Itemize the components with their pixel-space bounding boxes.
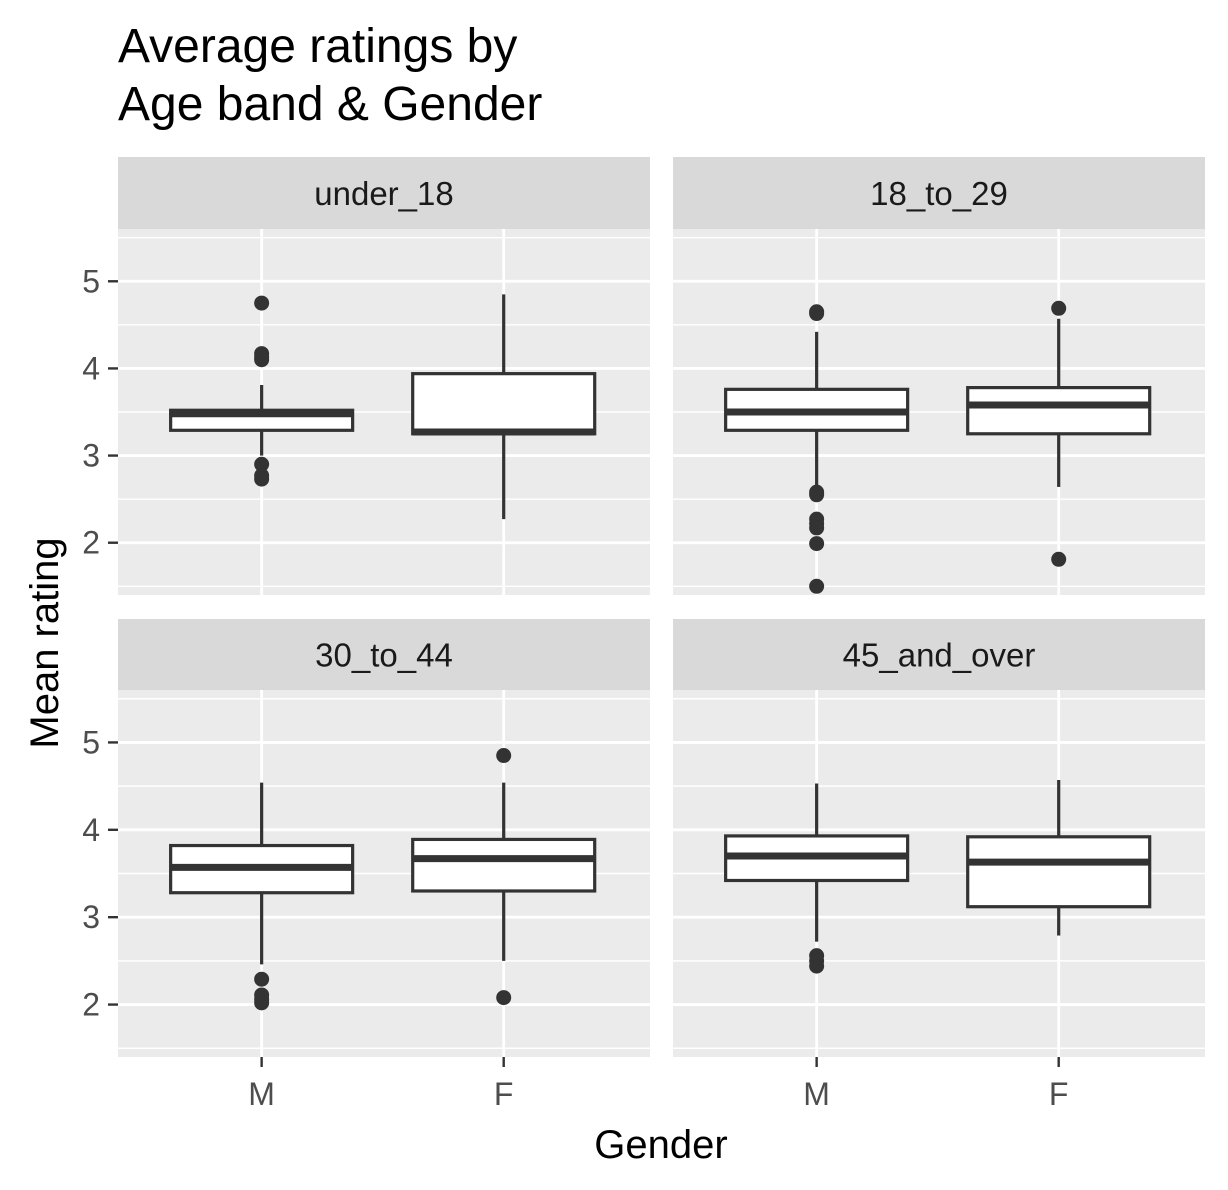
outlier-point <box>1051 300 1067 316</box>
outlier-point <box>254 295 270 311</box>
box-F <box>966 300 1152 567</box>
facet-strip-label: under_18 <box>314 175 453 212</box>
outlier-point <box>496 748 512 764</box>
facet-strip-label: 30_to_44 <box>315 637 453 674</box>
y-tick-label: 5 <box>82 724 100 760</box>
x-tick-label: M <box>803 1076 830 1112</box>
facet-strip-label: 18_to_29 <box>870 175 1008 212</box>
box-iqr <box>411 837 597 893</box>
panel-18_to_29: 18_to_29 <box>673 157 1205 595</box>
y-tick-label: 3 <box>82 438 100 474</box>
y-tick-label: 4 <box>82 350 100 386</box>
box-F <box>411 294 597 520</box>
box-iqr <box>966 835 1152 909</box>
box-iqr <box>411 372 597 436</box>
y-tick-label: 3 <box>82 899 100 935</box>
axes-layer: 2 3 4 5 2 3 4 5 M F M F <box>82 263 1068 1112</box>
y-tick-label: 4 <box>82 812 100 848</box>
box-F <box>411 748 597 1006</box>
chart-title-line-2: Age band & Gender <box>118 78 543 131</box>
panel-45_and_over: 45_and_over <box>673 619 1205 1057</box>
box-F <box>966 780 1152 936</box>
outlier-point <box>254 456 270 472</box>
y-tick-label: 2 <box>82 525 100 561</box>
outlier-point <box>809 520 825 536</box>
facet-strip <box>118 619 650 690</box>
x-tick-label: F <box>1049 1076 1069 1112</box>
panels-layer: under_18 18_to_29 30_to_44 45_and_over <box>118 157 1205 1057</box>
outlier-point <box>1051 551 1067 567</box>
x-axis-title: Gender <box>594 1123 727 1167</box>
box-iqr <box>966 386 1152 436</box>
box-M <box>724 304 910 594</box>
y-tick-label: 2 <box>82 987 100 1023</box>
x-tick-label: M <box>248 1076 275 1112</box>
facet-strip <box>118 157 650 229</box>
x-tick-label: F <box>494 1076 514 1112</box>
y-axis-title: Mean rating <box>23 537 67 748</box>
outlier-point <box>809 536 825 552</box>
facet-strip-label: 45_and_over <box>843 637 1036 674</box>
outlier-point <box>254 471 270 487</box>
chart-title: Average ratings by Age band & Gender <box>118 18 542 134</box>
outlier-point <box>254 971 270 987</box>
outlier-point <box>809 578 825 594</box>
panel-30_to_44: 30_to_44 <box>118 619 650 1057</box>
outlier-point <box>809 306 825 322</box>
panel-under_18: under_18 <box>118 157 650 595</box>
outlier-point <box>254 995 270 1011</box>
outlier-point <box>496 990 512 1006</box>
y-tick-label: 5 <box>82 263 100 299</box>
outlier-point <box>809 487 825 503</box>
facet-strip <box>673 157 1205 229</box>
box-M <box>169 782 355 1011</box>
outlier-point <box>254 352 270 368</box>
box-M <box>724 783 910 974</box>
chart-title-line-1: Average ratings by <box>118 20 518 73</box>
facet-strip <box>673 619 1205 690</box>
outlier-point <box>809 958 825 974</box>
box-M <box>169 295 355 487</box>
